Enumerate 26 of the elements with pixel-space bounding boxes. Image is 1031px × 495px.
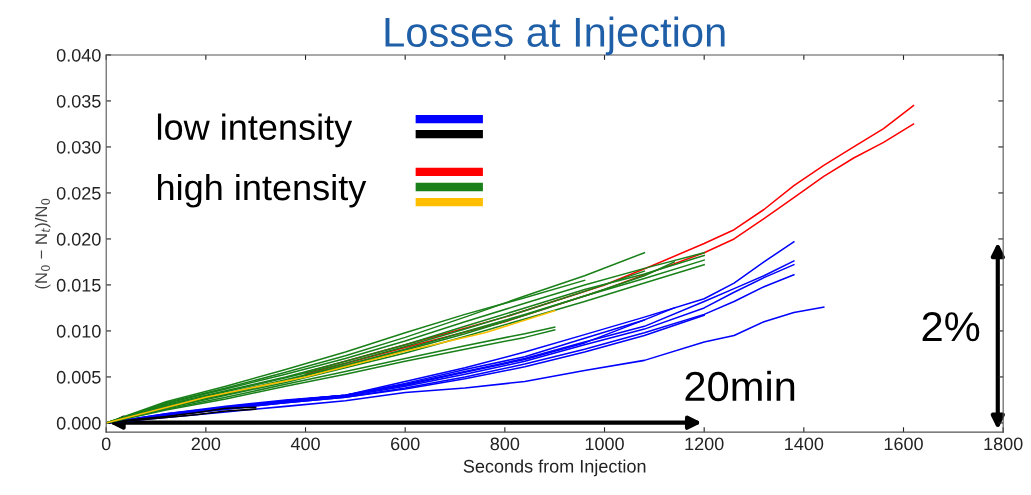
- x-tick-label: 600: [391, 437, 420, 451]
- x-tick-label: 0: [101, 437, 111, 451]
- x-axis-title: Seconds from Injection: [463, 459, 646, 477]
- x-tick-label: 400: [290, 437, 320, 451]
- y-tick-label: 0.030: [56, 140, 101, 154]
- x-tick-label: 800: [490, 437, 520, 451]
- y-tick-label: 0.025: [56, 186, 101, 200]
- y-tick-label: 0.005: [56, 370, 101, 384]
- y-axis-title: (N$_{0}$ − N$_{t}$)/N$_{0}$: [34, 198, 51, 289]
- y-tick-label: 0.000: [56, 416, 101, 430]
- annotation: low intensity: [157, 113, 353, 148]
- x-tick-label: 1000: [585, 437, 624, 451]
- annotation: high intensity: [158, 173, 367, 208]
- x-tick-label: 1600: [884, 437, 923, 451]
- y-tick-label: 0.040: [56, 48, 101, 62]
- y-tick-label: 0.035: [56, 94, 101, 108]
- x-tick-label: 1200: [685, 437, 724, 451]
- x-tick-label: 1400: [785, 437, 824, 451]
- y-tick-label: 0.015: [56, 278, 101, 292]
- x-tick-label: 1800: [984, 437, 1023, 451]
- y-tick-label: 0.010: [56, 324, 101, 338]
- y-tick-label: 0.020: [56, 232, 101, 246]
- x-tick-label: 200: [191, 437, 221, 451]
- annotation: 2%: [922, 311, 980, 342]
- annotation: 20min: [685, 370, 795, 402]
- chart-title: Losses at Injection: [385, 16, 725, 56]
